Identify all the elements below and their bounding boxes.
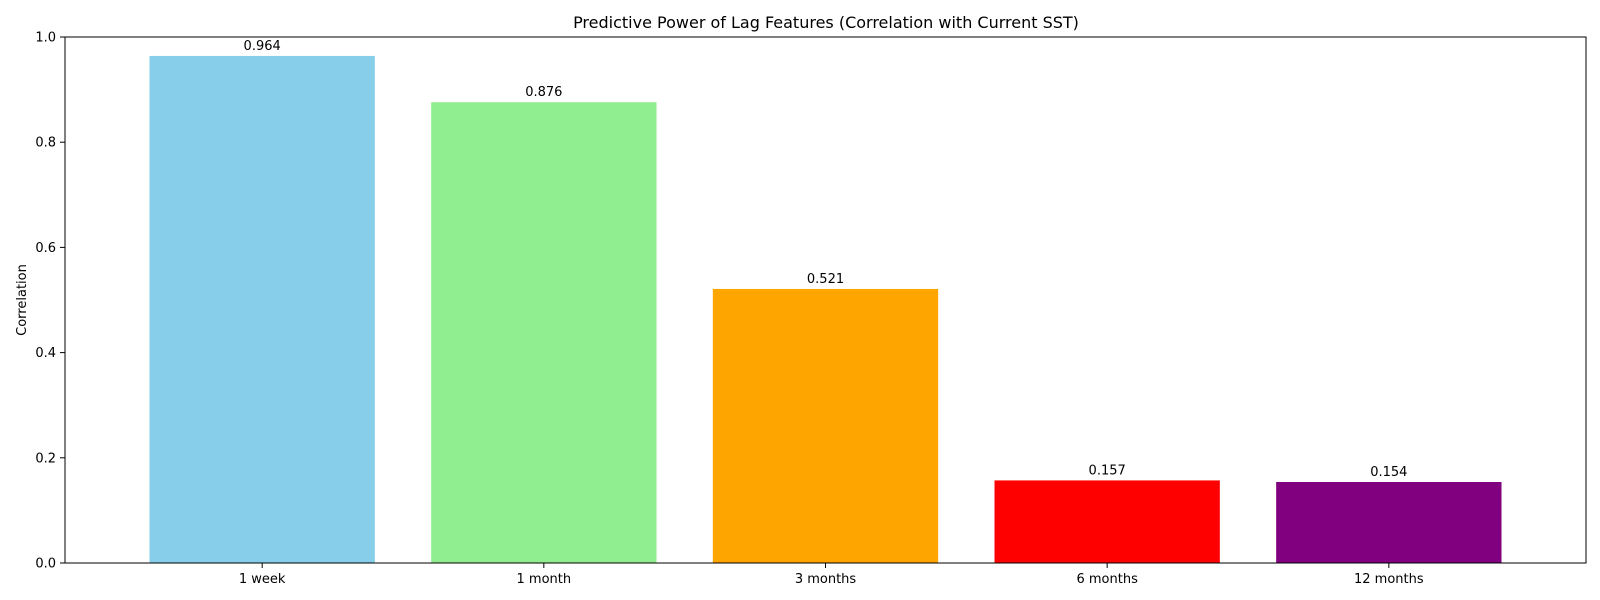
bar-value-label: 0.521 — [807, 272, 844, 287]
x-tick-label: 1 week — [239, 572, 286, 587]
y-tick-label: 0.2 — [35, 451, 56, 466]
plot-frame — [64, 36, 1587, 564]
y-axis-ticks: 0.0 0.2 0.4 0.6 0.8 1.0 — [35, 31, 65, 572]
bar-value-label: 0.876 — [525, 85, 562, 100]
bar-12-months — [1276, 481, 1502, 563]
bars-layer — [149, 55, 1502, 563]
bar-value-label: 0.157 — [1089, 463, 1126, 478]
x-tick-label: 12 months — [1354, 572, 1424, 587]
y-axis-label: Correlation — [15, 264, 30, 336]
data-labels-layer: 0.964 0.876 0.521 0.157 0.154 — [244, 39, 1408, 480]
bar-1-week — [149, 55, 375, 563]
x-tick-label: 1 month — [517, 572, 572, 587]
bar-value-label: 0.964 — [244, 39, 281, 54]
x-tick-label: 3 months — [795, 572, 857, 587]
bar-1-month — [431, 102, 657, 563]
y-tick-label: 0.8 — [35, 136, 56, 151]
y-tick-label: 0.4 — [35, 346, 56, 361]
y-tick-label: 1.0 — [35, 31, 56, 46]
x-tick-label: 6 months — [1076, 572, 1138, 587]
x-axis-ticks: 1 week 1 month 3 months 6 months 12 months — [239, 563, 1424, 587]
y-tick-label: 0.0 — [35, 557, 56, 572]
bar-3-months — [712, 288, 939, 563]
y-tick-label: 0.6 — [35, 241, 56, 256]
chart-title: Predictive Power of Lag Features (Correl… — [573, 13, 1079, 32]
bar-6-months — [994, 480, 1220, 563]
bar-value-label: 0.154 — [1370, 465, 1407, 480]
